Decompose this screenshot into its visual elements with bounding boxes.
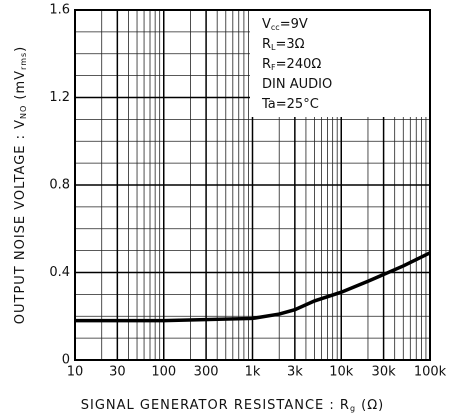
- y-tick-label: 0.8: [49, 178, 70, 193]
- x-tick-label: 10: [67, 365, 84, 380]
- x-tick-label: 1k: [245, 365, 261, 380]
- text-part: V: [262, 17, 271, 32]
- annotation: Vcc=9V: [262, 17, 308, 32]
- text-part: =3Ω: [276, 37, 305, 52]
- y-axis-label: OUTPUT NOISE VOLTAGE : VNO (mVrms): [13, 46, 28, 325]
- text-part: OUTPUT NOISE VOLTAGE : V: [13, 119, 28, 324]
- text-part: R: [262, 37, 271, 52]
- subscript: NO: [19, 105, 28, 119]
- line: [75, 251, 431, 323]
- subscript: rms: [19, 52, 28, 70]
- annotation: Ta=25°C: [261, 97, 319, 112]
- annotation: DIN AUDIO: [262, 77, 332, 92]
- x-tick-label: 300: [194, 365, 219, 380]
- subscript: g: [350, 404, 356, 413]
- text-part: ): [13, 46, 28, 52]
- text-part: R: [262, 57, 271, 72]
- x-tick-label: 10k: [329, 365, 354, 380]
- text-part: =240Ω: [276, 57, 322, 72]
- x-tick-label: 100k: [414, 365, 447, 380]
- text-part: =9V: [280, 17, 308, 32]
- x-tick-label: 100: [151, 365, 176, 380]
- subscript: cc: [271, 23, 280, 32]
- x-tick-label: 3k: [287, 365, 303, 380]
- x-axis-label: SIGNAL GENERATOR RESISTANCE : Rg (Ω): [81, 398, 385, 413]
- text-part: (Ω): [356, 398, 384, 413]
- subscript: F: [271, 63, 276, 72]
- text-part: SIGNAL GENERATOR RESISTANCE : R: [81, 398, 350, 413]
- subscript: L: [271, 43, 276, 52]
- text-part: Ta=25°C: [261, 97, 319, 112]
- x-tick-label: 30: [109, 365, 126, 380]
- plot-frame: [74, 9, 431, 361]
- text-part: (mV: [13, 70, 28, 105]
- y-tick-label: 1.6: [49, 3, 70, 18]
- x-tick-label: 30k: [372, 365, 397, 380]
- annotation-box: [250, 11, 429, 117]
- y-tick-label: 1.2: [49, 90, 70, 105]
- y-tick-label: 0: [62, 353, 70, 368]
- y-tick-label: 0.4: [49, 265, 70, 280]
- text-part: DIN AUDIO: [262, 77, 332, 92]
- annotation: RL=3Ω: [262, 37, 305, 52]
- annotation: RF=240Ω: [262, 57, 321, 72]
